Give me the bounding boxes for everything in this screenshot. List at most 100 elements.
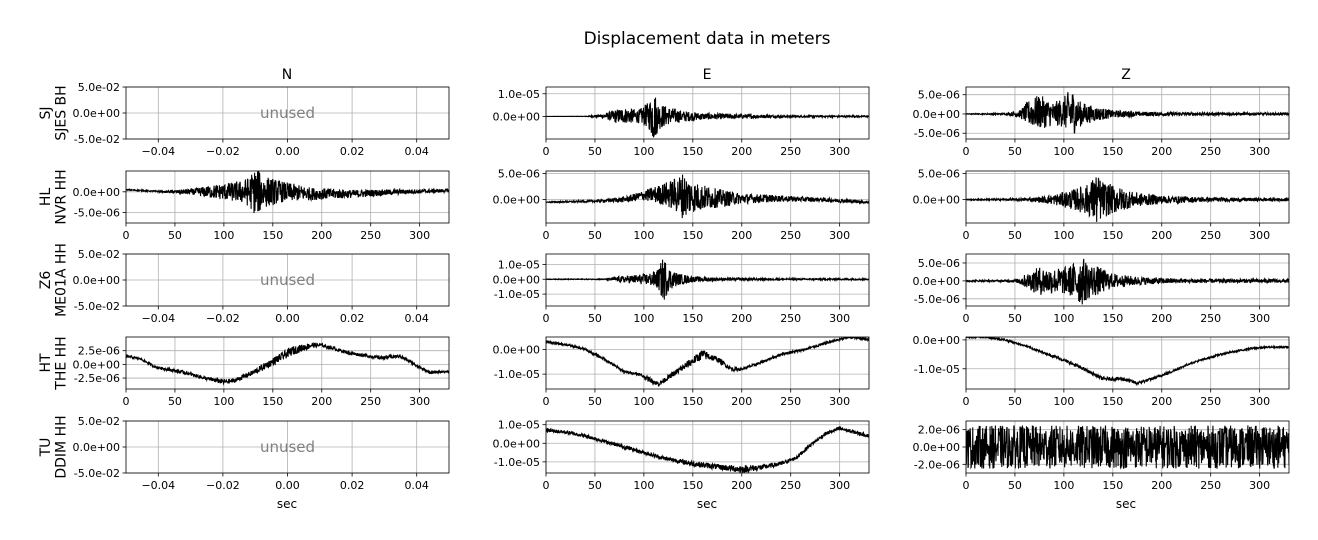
column-title-e: E — [703, 67, 712, 83]
plot-frame — [965, 86, 1290, 140]
station-label-line: HT — [38, 353, 54, 373]
y-tick-label: -2.5e-06 — [74, 372, 120, 385]
plot-frame — [965, 170, 1290, 224]
x-tick-label: 250 — [1200, 312, 1221, 325]
panel-e-1: 0 50 100 150 200 250 300 5.0e-06 0.0e+00 — [493, 168, 870, 242]
x-tick-label: 0.02 — [340, 479, 365, 492]
x-tick-label: 300 — [829, 312, 850, 325]
trace-line — [546, 259, 869, 300]
x-tick-label: 0.04 — [404, 145, 429, 158]
x-tick-label: 0.00 — [275, 312, 300, 325]
column-title-n: N — [282, 67, 292, 83]
x-tick-label: 150 — [1102, 395, 1123, 408]
plot-area — [126, 337, 449, 389]
station-label-line: TU — [38, 438, 54, 458]
x-tick-label: −0.04 — [141, 312, 175, 325]
y-tick-label: -1.0e-05 — [494, 456, 540, 469]
x-tick-label: 300 — [829, 229, 850, 242]
x-tick-label: 0 — [543, 479, 550, 492]
x-tick-label: 100 — [1053, 145, 1074, 158]
y-tick-label: 0.0e+00 — [913, 334, 960, 347]
x-tick-label: −0.02 — [206, 145, 240, 158]
x-tick-label: 0.00 — [275, 479, 300, 492]
station-label-line: DDIM HH — [53, 415, 69, 478]
x-tick-label: 50 — [1008, 312, 1022, 325]
x-tick-label: 300 — [829, 479, 850, 492]
station-label-1: HLNVR HH — [38, 169, 69, 224]
trace-line — [966, 258, 1289, 305]
panel-e-4: 0 50 100 150 200 250 300 1.0e-05 0.0e+00 -1.0e-05 — [493, 419, 870, 492]
x-tick-label: 150 — [1102, 229, 1123, 242]
y-tick-label: 0.0e+00 — [913, 275, 960, 288]
x-tick-label: 50 — [1008, 229, 1022, 242]
panel-n-2: −0.04 −0.02 0.00 0.02 0.04 5.0e-02 0.0e+00 -5.0… — [73, 248, 450, 325]
station-label-line: NVR HH — [53, 169, 69, 224]
y-tick-label: 0.0e+00 — [73, 186, 120, 199]
station-label-3: HTTHE HH — [38, 336, 69, 390]
x-axis-label-e: sec — [697, 497, 717, 511]
plot-frame — [125, 336, 450, 390]
panel-z-2: 0 50 100 150 200 250 300 5.0e-06 0.0e+00 -5.0e-06 — [913, 253, 1290, 325]
station-label-4: TUDDIM HH — [38, 415, 69, 478]
trace-line — [126, 342, 449, 386]
plot-frame — [125, 420, 450, 474]
station-label-2: Z6ME01A HH — [38, 243, 69, 317]
x-tick-label: 0 — [963, 479, 970, 492]
x-tick-label: 300 — [409, 395, 430, 408]
y-tick-label: 0.0e+00 — [493, 437, 540, 450]
x-tick-label: 200 — [731, 145, 752, 158]
y-tick-label: -5.0e-02 — [74, 133, 120, 146]
unused-label: unused — [260, 438, 315, 456]
x-tick-label: 200 — [1151, 145, 1172, 158]
x-tick-label: 100 — [633, 395, 654, 408]
x-tick-label: −0.04 — [141, 145, 175, 158]
trace-line — [966, 92, 1289, 134]
x-tick-label: 150 — [682, 395, 703, 408]
x-tick-label: 150 — [682, 229, 703, 242]
x-tick-label: 50 — [588, 312, 602, 325]
trace-line — [546, 337, 869, 387]
y-tick-label: 0.0e+00 — [913, 194, 960, 207]
plot-frame — [965, 420, 1290, 474]
unused-label: unused — [260, 271, 315, 289]
x-tick-label: 200 — [731, 229, 752, 242]
station-label-line: SJ — [38, 106, 54, 119]
x-tick-label: 100 — [633, 229, 654, 242]
y-tick-label: -1.0e-05 — [914, 363, 960, 376]
x-tick-label: 0 — [543, 229, 550, 242]
y-tick-label: 0.0e+00 — [73, 107, 120, 120]
x-tick-label: 250 — [360, 229, 381, 242]
trace-line — [546, 425, 869, 473]
x-tick-label: 200 — [731, 312, 752, 325]
x-tick-label: 100 — [213, 229, 234, 242]
station-label-0: SJSJES BH — [38, 85, 69, 140]
y-tick-label: 2.0e-06 — [918, 424, 960, 437]
x-tick-label: 200 — [311, 229, 332, 242]
x-tick-label: 50 — [168, 395, 182, 408]
x-tick-label: 300 — [1249, 229, 1270, 242]
plot-frame — [125, 170, 450, 224]
station-label-line: HL — [38, 188, 54, 207]
y-tick-label: 5.0e-06 — [918, 168, 960, 181]
x-tick-label: −0.02 — [206, 479, 240, 492]
x-tick-label: 150 — [262, 395, 283, 408]
panels: SJSJES BH −0.04 −0.02 0.00 0.02 0.04 5.0e-02 0.… — [38, 81, 1290, 492]
station-label-line: THE HH — [53, 336, 69, 390]
y-tick-label: 5.0e-02 — [78, 81, 120, 94]
x-tick-label: 0 — [123, 395, 130, 408]
x-tick-label: 250 — [1200, 145, 1221, 158]
x-tick-label: 200 — [1151, 479, 1172, 492]
y-tick-label: -5.0e-02 — [74, 467, 120, 480]
x-tick-label: 50 — [588, 479, 602, 492]
x-tick-label: 250 — [780, 395, 801, 408]
y-tick-label: 1.0e-05 — [498, 258, 540, 271]
x-tick-label: 50 — [588, 145, 602, 158]
x-tick-label: 250 — [360, 395, 381, 408]
x-tick-label: 50 — [1008, 145, 1022, 158]
trace-line — [966, 425, 1289, 470]
x-tick-label: 100 — [633, 145, 654, 158]
x-tick-label: 0.04 — [404, 479, 429, 492]
x-tick-label: 200 — [311, 395, 332, 408]
y-tick-label: -2.0e-06 — [914, 458, 960, 471]
